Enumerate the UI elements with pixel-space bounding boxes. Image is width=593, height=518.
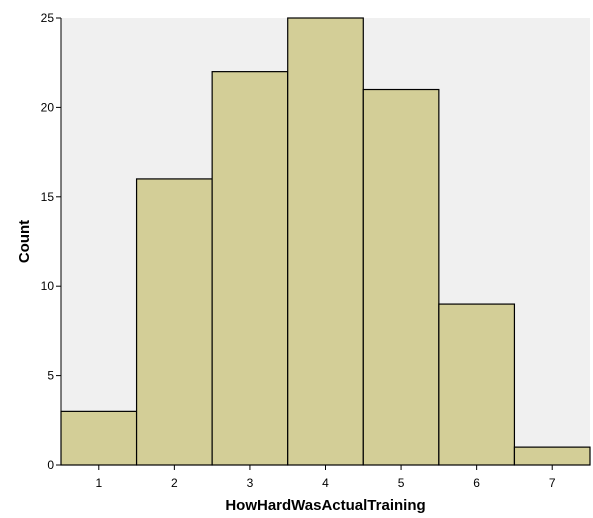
bar-7 (513, 446, 591, 466)
y-tick-label-20: 20 (41, 100, 55, 114)
bars-group (60, 17, 591, 466)
x-tick-label-1: 1 (95, 476, 102, 490)
x-tick-label-3: 3 (247, 476, 254, 490)
bar-4 (287, 17, 364, 466)
bar-2 (135, 178, 213, 466)
bar-6 (438, 303, 516, 466)
x-tick-label-2: 2 (171, 476, 178, 490)
y-tick-label-10: 10 (41, 279, 55, 293)
x-axis-title: HowHardWasActualTraining (225, 497, 425, 514)
y-tick-label-25: 25 (41, 11, 55, 25)
y-tick-label-5: 5 (47, 369, 54, 383)
y-axis-title: Count (16, 220, 33, 263)
x-tick-label-7: 7 (549, 476, 556, 490)
bar-1 (60, 410, 138, 466)
x-tick-label-6: 6 (473, 476, 480, 490)
ticks-group: 0 5 10 15 20 25 1 2 3 4 5 6 7 (41, 11, 556, 490)
x-tick-label-5: 5 (398, 476, 405, 490)
bar-3 (211, 71, 289, 466)
bar-5 (362, 88, 440, 466)
x-tick-label-4: 4 (322, 476, 329, 490)
y-tick-label-15: 15 (41, 190, 55, 204)
y-tick-label-0: 0 (47, 458, 54, 472)
